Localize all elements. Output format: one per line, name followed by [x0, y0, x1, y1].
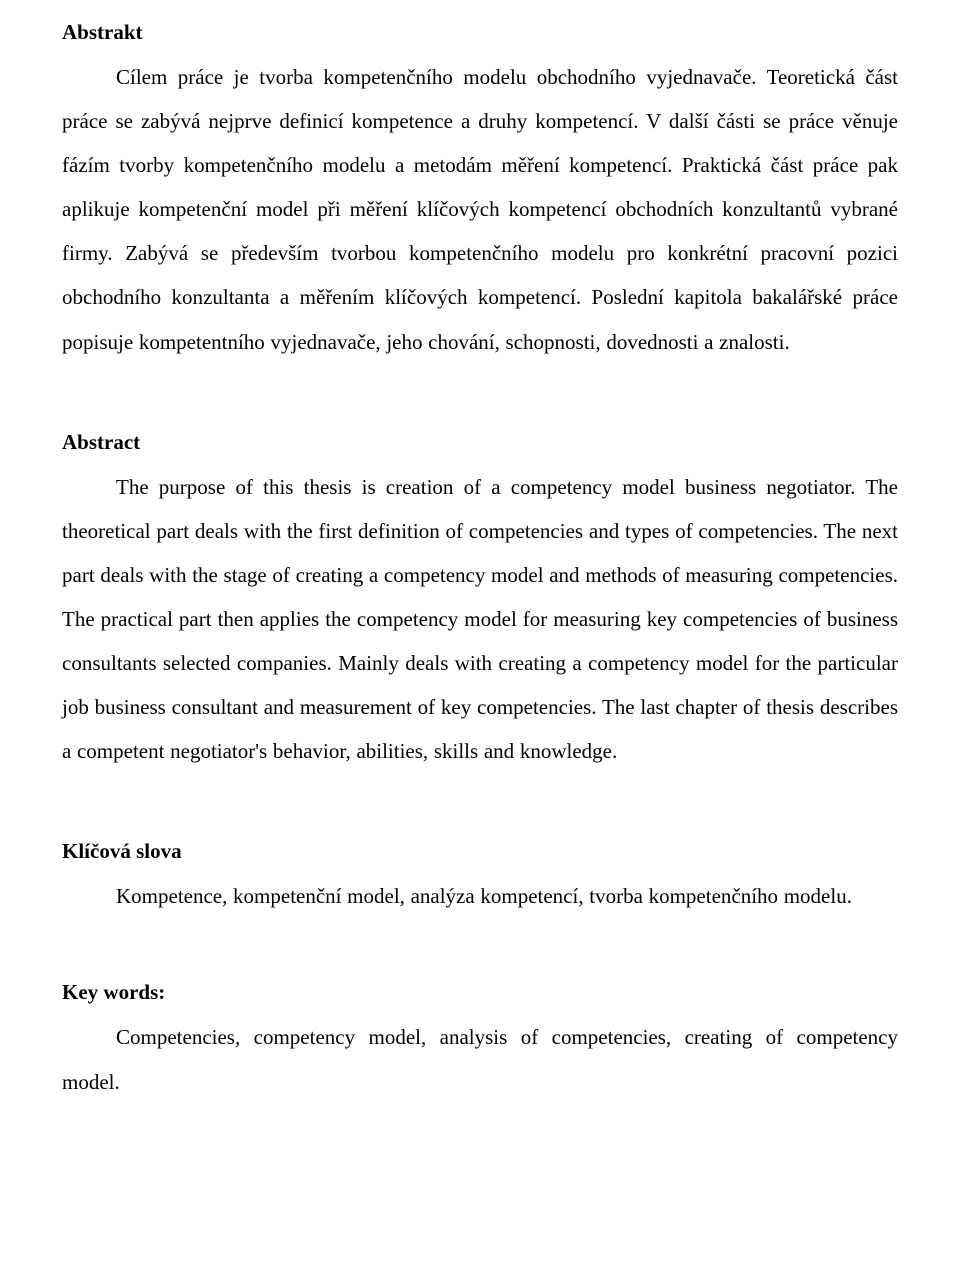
klicova-slova-paragraph: Kompetence, kompetenční model, analýza k…: [62, 874, 898, 918]
keywords-paragraph: Competencies, competency model, analysis…: [62, 1015, 898, 1103]
klicova-slova-heading: Klíčová slova: [62, 839, 898, 864]
abstract-heading: Abstract: [62, 430, 898, 455]
abstrakt-heading: Abstrakt: [62, 20, 898, 45]
section-spacer: [62, 370, 898, 430]
abstract-paragraph: The purpose of this thesis is creation o…: [62, 465, 898, 774]
abstrakt-paragraph: Cílem práce je tvorba kompetenčního mode…: [62, 55, 898, 364]
keywords-heading: Key words:: [62, 980, 898, 1005]
section-spacer: [62, 924, 898, 980]
section-spacer: [62, 779, 898, 839]
document-page: Abstrakt Cílem práce je tvorba kompetenč…: [0, 0, 960, 1261]
